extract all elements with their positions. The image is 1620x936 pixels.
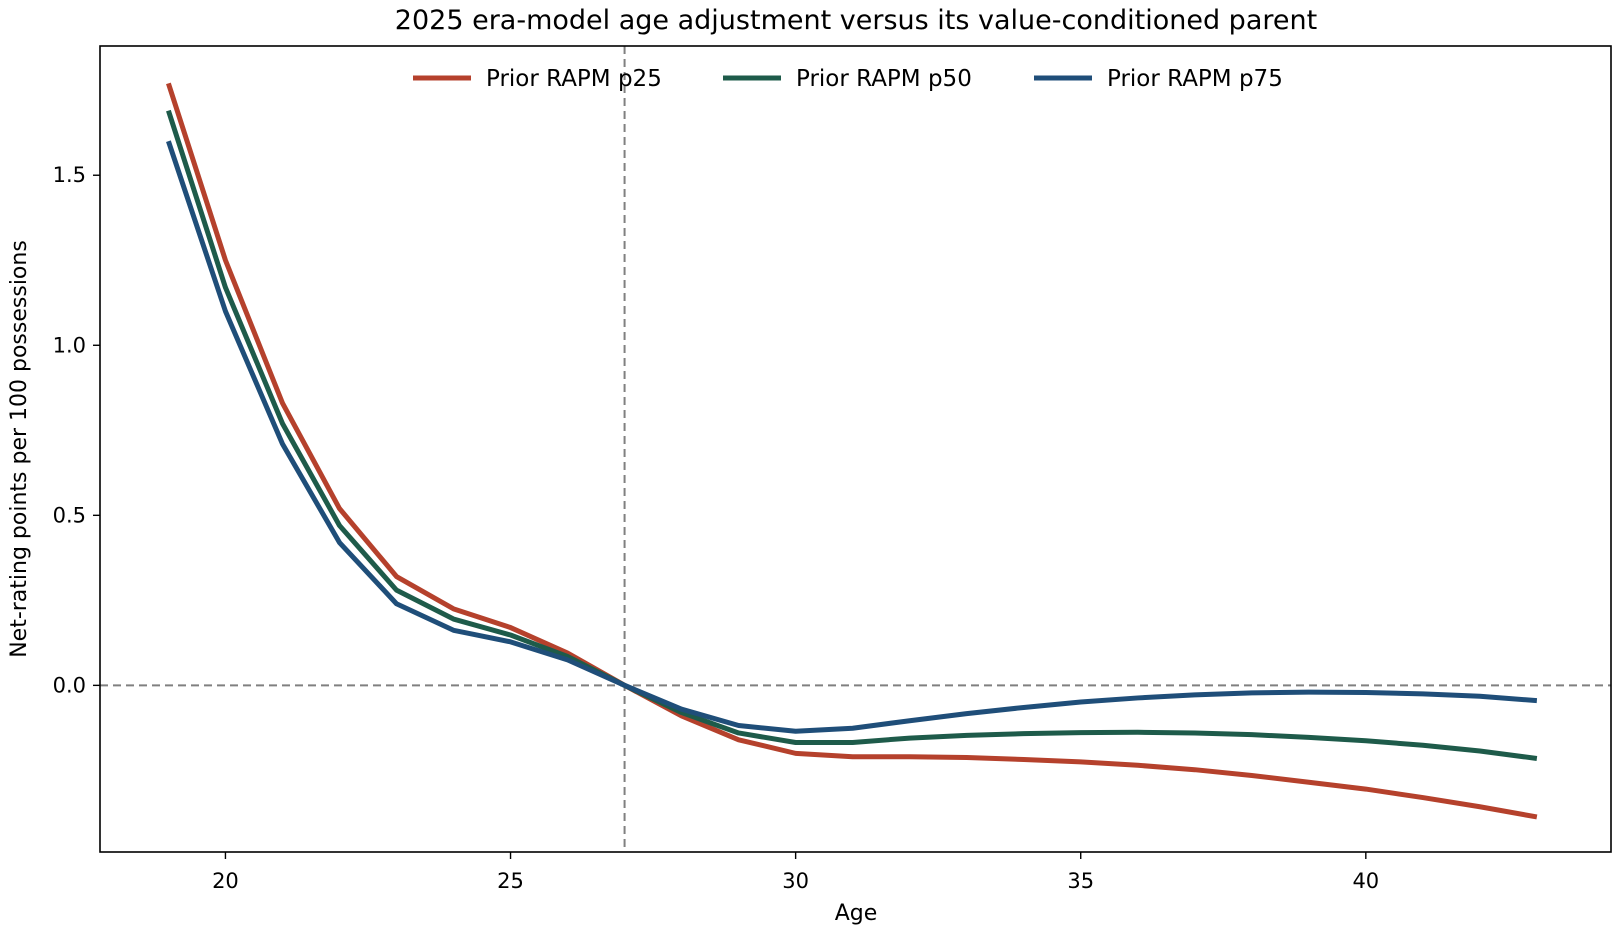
x-tick-label-0: 20 [212, 869, 239, 893]
y-tick-label-1: 0.5 [53, 503, 86, 527]
x-tick-label-3: 35 [1067, 869, 1094, 893]
series-line-2 [166, 140, 1538, 734]
x-axis-label: Age [835, 901, 878, 926]
x-tick-label-2: 30 [782, 869, 809, 893]
series-line-0 [166, 82, 1538, 820]
chart-title: 2025 era-model age adjustment versus its… [395, 5, 1317, 36]
y-axis: 0.0 0.5 1.0 1.5 [53, 163, 100, 697]
series-lines [166, 82, 1538, 820]
x-axis: 20 25 30 35 40 [212, 852, 1379, 893]
y-axis-label: Net-rating points per 100 possessions [7, 240, 32, 658]
legend-label-0: Prior RAPM p25 [486, 66, 662, 92]
y-tick-label-2: 1.0 [53, 333, 86, 357]
x-tick-label-4: 40 [1352, 869, 1379, 893]
series-line-1 [166, 109, 1538, 761]
legend-label-2: Prior RAPM p75 [1107, 66, 1283, 92]
y-tick-label-0: 0.0 [53, 673, 86, 697]
y-tick-label-3: 1.5 [53, 163, 86, 187]
legend-label-1: Prior RAPM p50 [796, 66, 972, 92]
plot-area [99, 45, 1612, 853]
legend: Prior RAPM p25 Prior RAPM p50 Prior RAPM p… [413, 66, 1283, 92]
plot-frame [99, 45, 1612, 853]
x-tick-label-1: 25 [497, 869, 524, 893]
reference-lines [100, 46, 1611, 852]
